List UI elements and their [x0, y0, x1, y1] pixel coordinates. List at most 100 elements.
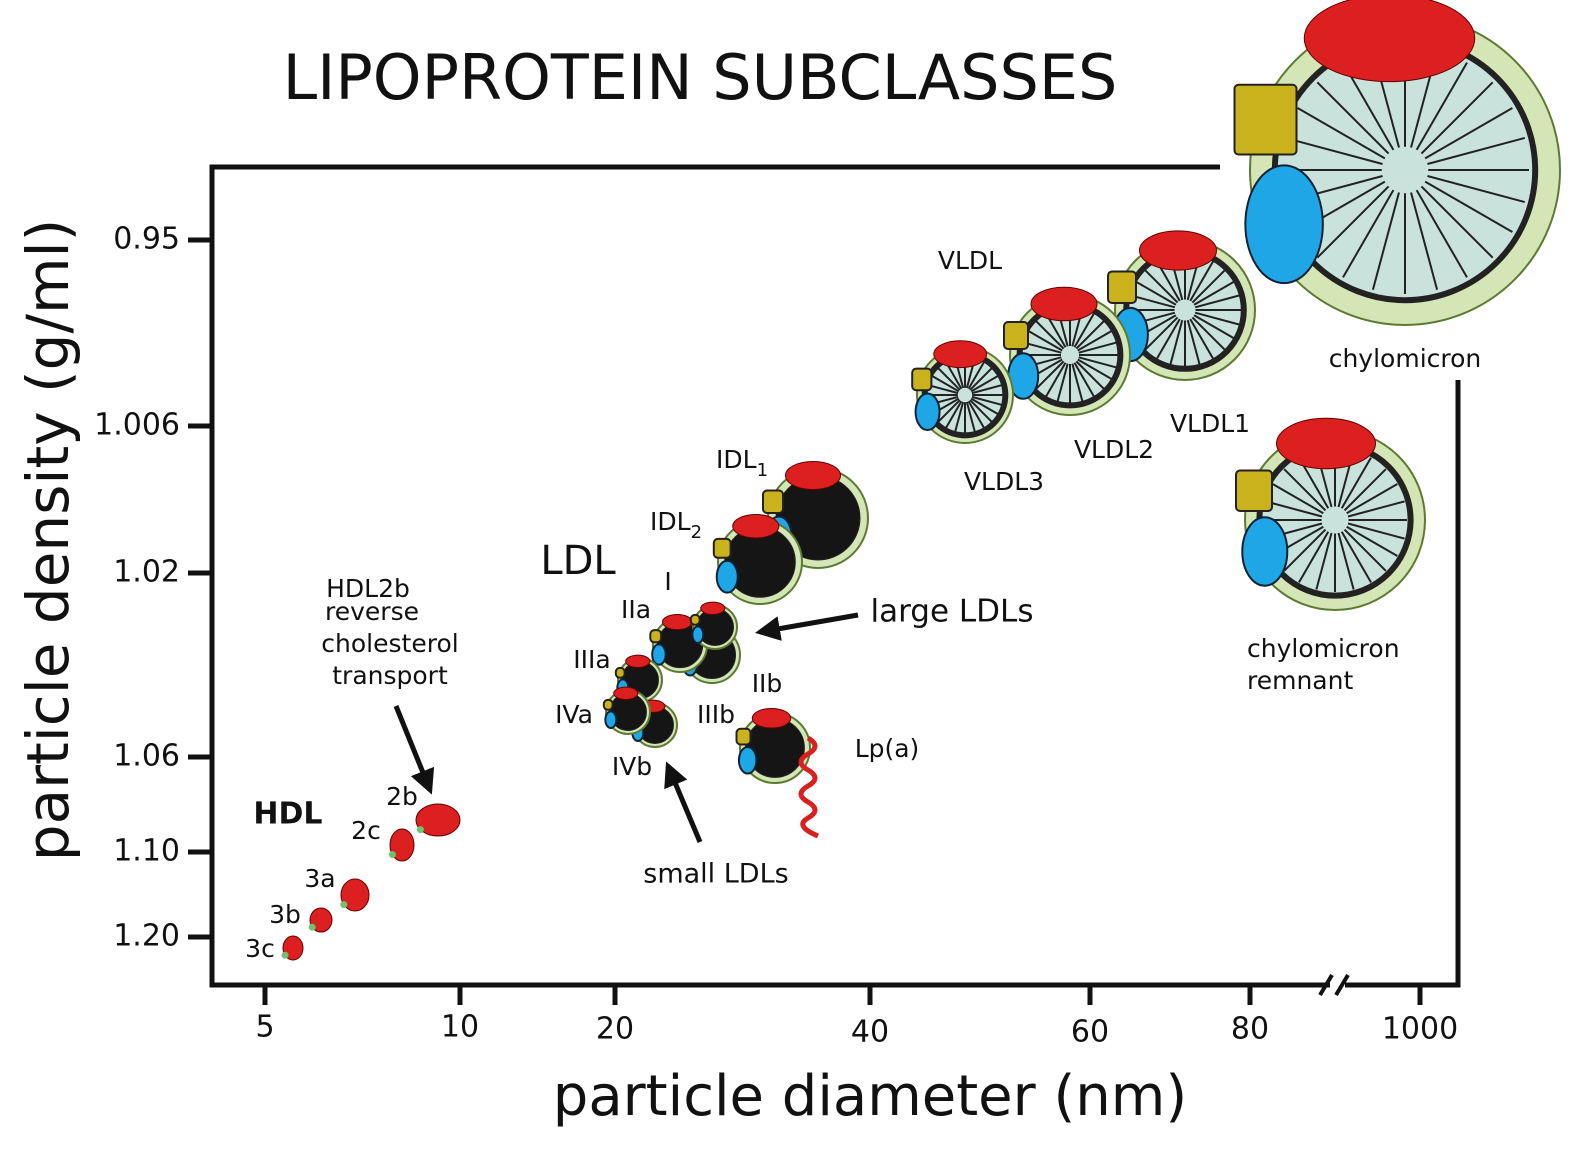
x-tick-label: 10	[441, 1010, 479, 1045]
label: IIIb	[697, 700, 735, 729]
label: reverse	[325, 597, 419, 626]
apo-e	[1236, 471, 1272, 512]
label: chylomicron	[1329, 344, 1482, 373]
y-axis-label: particle density (g/ml)	[14, 219, 82, 862]
x-tick-label: 40	[851, 1015, 889, 1050]
apo-b	[752, 708, 791, 728]
apo-a1	[340, 901, 347, 908]
y-tick-label: 1.20	[113, 919, 180, 954]
label: 3a	[304, 864, 335, 893]
apo-e	[1108, 272, 1136, 304]
apo-b	[626, 655, 650, 667]
y-tick-label: 1.10	[113, 834, 180, 869]
apo-a1	[282, 952, 289, 959]
particle	[912, 341, 1013, 443]
label: chylomicron	[1247, 634, 1400, 663]
y-tick-label: 1.02	[113, 555, 180, 590]
apo-a1	[389, 851, 396, 858]
apo-b	[614, 687, 638, 699]
apo-e	[691, 615, 700, 625]
apo-b	[1031, 287, 1097, 321]
apo-c	[1245, 165, 1323, 283]
apo-e	[650, 630, 661, 642]
apo-b	[701, 602, 725, 614]
label: IDL	[716, 445, 757, 474]
apo-e	[737, 729, 751, 745]
particle	[1235, 0, 1561, 325]
apo-e	[1235, 85, 1297, 155]
label: VLDL	[938, 246, 1002, 275]
label: remnant	[1247, 666, 1353, 695]
apo-e	[912, 369, 931, 391]
label: LDL	[540, 538, 616, 584]
label: IDL2	[650, 507, 702, 543]
label: small LDLs	[643, 859, 788, 890]
particle	[691, 602, 737, 649]
apo-e	[1004, 322, 1028, 349]
x-axis-label: particle diameter (nm)	[553, 1064, 1187, 1129]
apo-b	[1277, 418, 1376, 468]
apo-c	[1242, 517, 1287, 585]
y-tick-label: 1.006	[94, 408, 180, 443]
apo-a1	[417, 826, 424, 833]
apo-b	[934, 341, 987, 368]
apo-c	[916, 394, 940, 430]
y-tick-label: 1.06	[113, 739, 180, 774]
arrow	[668, 766, 700, 842]
apo-e	[763, 491, 783, 514]
y-tick-label: 0.95	[113, 222, 180, 257]
x-tick-label: 80	[1231, 1012, 1269, 1047]
label: VLDL3	[964, 467, 1044, 496]
label: VLDL1	[1170, 409, 1250, 438]
apo-b	[1140, 231, 1217, 270]
x-tick-label: 60	[1071, 1015, 1109, 1050]
label: IDL	[650, 507, 691, 536]
label: transport	[332, 661, 448, 690]
x-tick-label: 20	[596, 1012, 634, 1047]
figure: LIPOPROTEIN SUBCLASSES 0.95 1.006 1.02 1.06…	[0, 0, 1591, 1151]
apo-e	[714, 539, 731, 558]
particle	[1236, 418, 1425, 610]
apo-c	[605, 711, 616, 728]
apo-e	[616, 668, 625, 678]
title: LIPOPROTEIN SUBCLASSES	[283, 41, 1118, 114]
apo-e	[604, 700, 613, 710]
page: LIPOPROTEIN SUBCLASSES 0.95 1.006 1.02 1.06…	[0, 0, 1591, 1151]
label: large LDLs	[871, 594, 1034, 630]
label: cholesterol	[321, 629, 458, 658]
particles	[282, 0, 1561, 960]
apo-c	[739, 747, 757, 774]
x-tick-label: 5	[255, 1010, 274, 1045]
label: 2b	[386, 782, 418, 811]
label: VLDL2	[1074, 435, 1154, 464]
label: I	[664, 567, 671, 596]
label: IVa	[555, 700, 593, 729]
apo-c	[717, 561, 738, 593]
arrow	[760, 615, 858, 632]
particle	[737, 708, 811, 783]
x-ticks: 5 10 20 40 60 80 1000	[255, 985, 1458, 1050]
y-ticks: 0.95 1.006 1.02 1.06 1.10 1.20	[94, 222, 212, 954]
apo-b	[786, 462, 841, 490]
apo-b	[733, 515, 779, 539]
apo-c	[652, 644, 666, 665]
label: 3c	[245, 934, 275, 963]
axis-break	[1320, 975, 1348, 995]
x-tick-label: 1000	[1382, 1012, 1458, 1047]
apo-b	[662, 614, 692, 629]
subscript: 2	[691, 522, 702, 543]
arrow	[396, 706, 430, 790]
label: 2c	[351, 816, 381, 845]
label: IIb	[752, 669, 783, 698]
label: IDL1	[716, 445, 768, 481]
label: Lp(a)	[855, 734, 920, 763]
apo-c	[692, 626, 703, 643]
label: 3b	[269, 900, 301, 929]
label: IIIa	[573, 645, 610, 674]
subscript: 1	[757, 460, 768, 481]
apo-a1	[309, 924, 316, 931]
label: IVb	[612, 752, 652, 781]
apo-b	[1304, 0, 1475, 82]
label: HDL	[253, 797, 322, 832]
label: IIa	[621, 595, 651, 624]
